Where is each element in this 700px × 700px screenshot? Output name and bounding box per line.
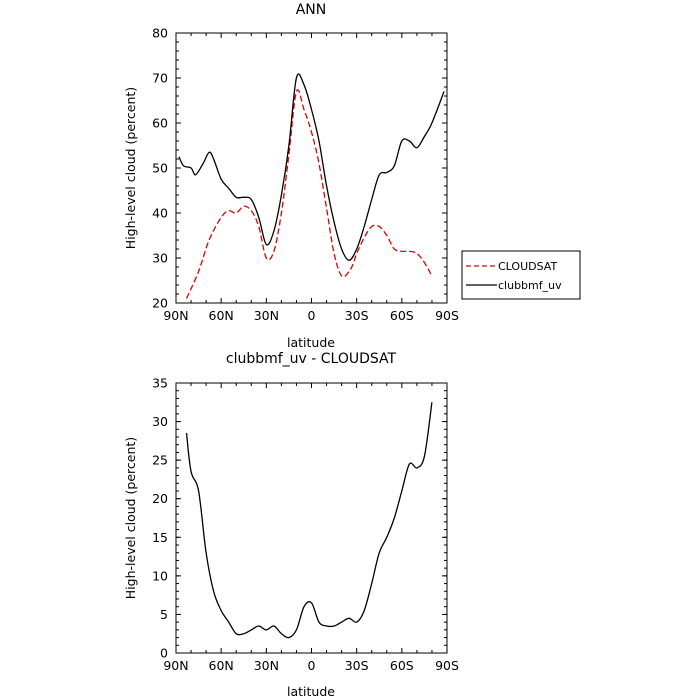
legend-label-clubbmf-uv: clubbmf_uv	[498, 279, 562, 292]
top-x-tick-label: 90N	[163, 308, 188, 323]
bottom-x-tick-label: 60S	[390, 658, 414, 673]
bottom-y-tick-label: 20	[152, 491, 168, 506]
bottom-y-tick-label: 30	[152, 414, 168, 429]
bottom-x-tick-label: 90S	[435, 658, 459, 673]
legend-box	[461, 250, 581, 300]
top-x-tick-label: 60S	[390, 308, 414, 323]
top-x-tick-label: 30N	[254, 308, 279, 323]
bottom-x-tick-label: 60N	[209, 658, 234, 673]
bottom-x-tick-label: 90N	[163, 658, 188, 673]
top-axis-ticks: 90N 60N 30N 0 30S 60S 90S 20 30 40 50 60 70 80	[152, 26, 459, 324]
legend-label-cloudsat: CLOUDSAT	[498, 260, 557, 273]
bottom-y-tick-label: 25	[152, 453, 168, 468]
top-x-axis-label: latitude	[287, 335, 335, 350]
top-y-tick-label: 40	[152, 206, 168, 221]
bottom-x-axis-label: latitude	[287, 684, 335, 699]
top-y-tick-label: 80	[152, 26, 168, 41]
bottom-series-line-difference	[185, 402, 433, 639]
top-series-line-clubbmf-uv	[178, 73, 445, 261]
bottom-plot-frame	[175, 382, 448, 654]
top-y-tick-label: 60	[152, 116, 168, 131]
bottom-y-tick-label: 5	[160, 607, 168, 622]
bottom-axis-ticks: 90N 60N 30N 0 30S 60S 90S 0 5 10 15 20 25 30 35	[152, 376, 459, 674]
bottom-y-tick-label: 15	[152, 530, 168, 545]
bottom-y-tick-label: 35	[152, 376, 168, 391]
top-series-line-cloudsat	[185, 89, 433, 299]
bottom-y-tick-label: 0	[160, 646, 168, 661]
top-chart-title: ANN	[296, 2, 327, 18]
legend: CLOUDSAT clubbmf_uv	[461, 250, 581, 300]
top-y-tick-label: 20	[152, 296, 168, 311]
bottom-panel: clubbmf_uv - CLOUDSAT 90N 60N 30N 0 30S 60S 90…	[123, 351, 459, 699]
top-y-axis-label: High-level cloud (percent)	[123, 87, 138, 249]
bottom-y-axis-label: High-level cloud (percent)	[123, 437, 138, 599]
top-x-tick-label: 30S	[345, 308, 369, 323]
top-y-tick-label: 70	[152, 71, 168, 86]
top-series-layer	[178, 73, 445, 299]
bottom-x-tick-label: 30S	[345, 658, 369, 673]
top-plot-frame	[175, 32, 448, 304]
top-x-tick-label: 0	[308, 308, 316, 323]
bottom-x-tick-label: 0	[308, 658, 316, 673]
top-y-tick-label: 30	[152, 251, 168, 266]
bottom-x-tick-label: 30N	[254, 658, 279, 673]
top-x-tick-label: 60N	[209, 308, 234, 323]
top-x-tick-label: 90S	[435, 308, 459, 323]
bottom-series-layer	[185, 402, 433, 639]
bottom-y-tick-label: 10	[152, 568, 168, 583]
bottom-chart-title: clubbmf_uv - CLOUDSAT	[226, 351, 397, 367]
top-panel: ANN 90N 60N 30N 0 30S 60S 90S 20 30 40 50 60 70 80 la…	[123, 2, 581, 350]
top-y-tick-label: 50	[152, 161, 168, 176]
